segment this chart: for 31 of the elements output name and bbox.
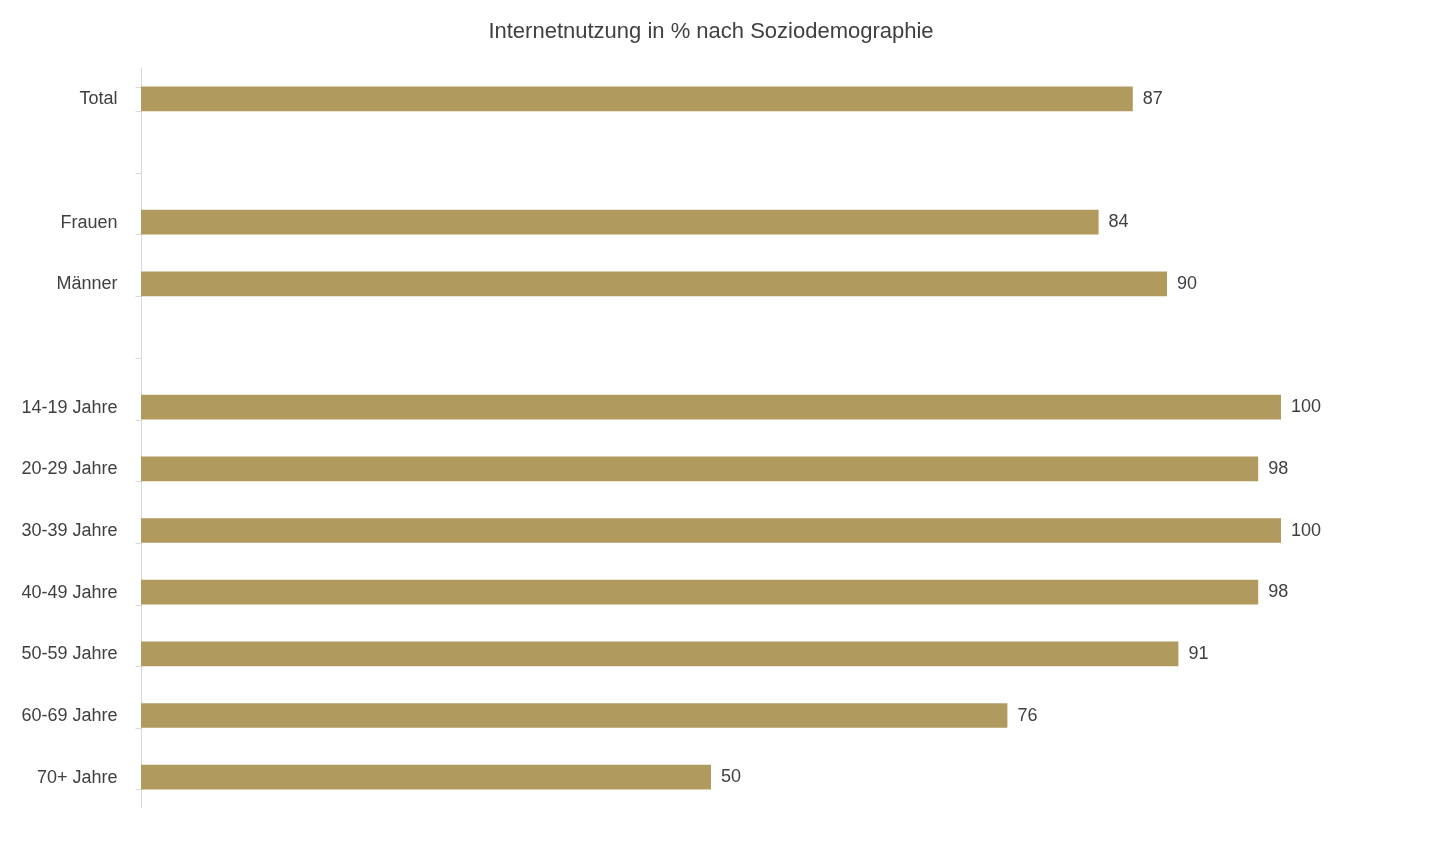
y-tick-label: 14-19 Jahre bbox=[21, 396, 118, 417]
data-label: 50 bbox=[721, 766, 742, 787]
bar bbox=[141, 86, 1133, 112]
bar bbox=[141, 641, 1179, 667]
data-label: 91 bbox=[1188, 642, 1209, 663]
bar bbox=[141, 518, 1281, 543]
bar bbox=[141, 579, 1259, 605]
data-label: 87 bbox=[1142, 87, 1163, 108]
data-label: 84 bbox=[1108, 211, 1129, 232]
data-label: 100 bbox=[1291, 519, 1322, 540]
y-tick-label: 70+ Jahre bbox=[36, 766, 118, 787]
chart-title: Internetnutzung in % nach Soziodemographie bbox=[488, 18, 934, 43]
y-tick-label: 40-49 Jahre bbox=[21, 581, 118, 602]
y-tick-label: Total bbox=[79, 88, 118, 109]
y-tick-label: 30-39 Jahre bbox=[21, 520, 118, 540]
data-label: 98 bbox=[1268, 457, 1289, 478]
y-tick-label: 20-29 Jahre bbox=[21, 458, 118, 479]
data-label: 90 bbox=[1177, 272, 1198, 293]
bar bbox=[141, 764, 711, 790]
bar bbox=[141, 394, 1281, 420]
y-tick-label: 60-69 Jahre bbox=[21, 705, 118, 725]
y-tick-label: Frauen bbox=[60, 211, 118, 232]
y-tick-label: Männer bbox=[56, 273, 118, 294]
bar bbox=[141, 456, 1259, 482]
data-label: 76 bbox=[1017, 704, 1038, 725]
bar bbox=[141, 209, 1099, 235]
bar bbox=[141, 703, 1008, 728]
bar bbox=[141, 271, 1167, 297]
data-label: 100 bbox=[1291, 396, 1322, 417]
y-tick-label: 50-59 Jahre bbox=[21, 643, 118, 664]
data-label: 98 bbox=[1268, 581, 1289, 602]
